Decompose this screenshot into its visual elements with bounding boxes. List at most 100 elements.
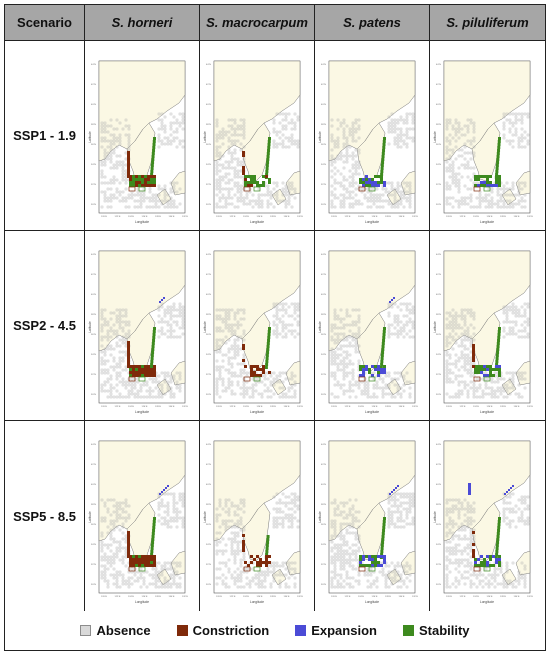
absence-cell [463, 338, 467, 342]
absence-cell [109, 531, 113, 535]
absence-cell [121, 501, 125, 505]
lat-tick-label: 36°N [436, 334, 441, 336]
distribution-cell [151, 538, 155, 541]
absence-cell [466, 163, 470, 167]
absence-cell [166, 585, 170, 589]
absence-cell [466, 368, 470, 372]
absence-cell [127, 320, 131, 324]
absence-cell [396, 386, 400, 390]
absence-cell [411, 320, 415, 324]
distribution-cell [150, 173, 154, 176]
absence-cell [457, 178, 461, 182]
absence-cell [109, 383, 113, 387]
absence-cell [357, 386, 361, 390]
absence-cell [339, 326, 343, 330]
absence-cell [508, 579, 512, 583]
absence-cell [106, 543, 110, 547]
absence-cell [100, 362, 104, 366]
absence-cell [342, 501, 346, 505]
absence-cell [445, 573, 449, 577]
absence-cell [369, 585, 373, 589]
absence-cell [100, 389, 104, 393]
absence-cell [293, 501, 297, 505]
absence-cell [248, 395, 252, 399]
absence-cell [393, 495, 397, 499]
absence-cell [127, 513, 131, 517]
map-xlabel: Longitude [135, 220, 149, 224]
absence-cell [502, 205, 506, 209]
absence-cell [118, 543, 122, 547]
distribution-cell [371, 558, 374, 561]
distribution-cell [362, 365, 365, 368]
absence-cell [448, 561, 452, 565]
absence-cell [139, 386, 143, 390]
absence-cell [233, 582, 237, 586]
absence-cell [448, 498, 452, 502]
absence-cell [124, 320, 128, 324]
absence-cell [445, 196, 449, 200]
absence-cell [112, 311, 116, 315]
lat-tick-label: 36°N [436, 144, 441, 146]
absence-cell [333, 543, 337, 547]
lon-tick-label: 126°E [257, 406, 264, 408]
absence-cell [463, 157, 467, 161]
absence-cell [118, 573, 122, 577]
absence-cell [405, 522, 409, 526]
absence-cell [342, 537, 346, 541]
absence-cell [233, 552, 237, 556]
absence-cell [502, 519, 506, 523]
absence-cell [215, 166, 219, 170]
absence-cell [148, 190, 152, 194]
absence-cell [333, 362, 337, 366]
absence-cell [399, 199, 403, 203]
absence-cell [281, 519, 285, 523]
absence-cell [339, 359, 343, 363]
absence-cell [181, 495, 185, 499]
absence-cell [472, 314, 476, 318]
distribution-cell [266, 535, 270, 538]
absence-cell [239, 190, 243, 194]
distribution-cell [495, 365, 498, 368]
absence-cell [354, 332, 358, 336]
absence-cell [224, 525, 228, 529]
absence-cell [330, 347, 334, 351]
absence-cell [218, 377, 222, 381]
absence-cell [233, 121, 237, 125]
absence-cell [109, 205, 113, 209]
absence-cell [339, 573, 343, 577]
distribution-cell [368, 181, 371, 184]
absence-cell [345, 371, 349, 375]
absence-cell [127, 389, 131, 393]
absence-cell [387, 570, 391, 574]
absence-cell [457, 525, 461, 529]
absence-cell [221, 353, 225, 357]
absence-cell [330, 160, 334, 164]
absence-cell [218, 196, 222, 200]
distribution-cell [391, 299, 393, 301]
distribution-cell [380, 544, 384, 547]
absence-cell [100, 190, 104, 194]
lat-tick-label: 30°N [91, 584, 96, 586]
absence-cell [345, 190, 349, 194]
absence-cell [466, 504, 470, 508]
absence-cell [157, 513, 161, 517]
absence-cell [460, 350, 464, 354]
absence-cell [103, 552, 107, 556]
absence-cell [345, 187, 349, 191]
absence-cell [339, 121, 343, 125]
absence-cell [157, 184, 161, 188]
absence-cell [469, 308, 473, 312]
absence-cell [239, 368, 243, 372]
absence-cell [275, 181, 279, 185]
distribution-cell [497, 523, 501, 526]
absence-cell [454, 317, 458, 321]
legend-item-stability: Stability [402, 623, 470, 638]
absence-cell [172, 579, 176, 583]
absence-cell [399, 386, 403, 390]
absence-cell [345, 160, 349, 164]
absence-cell [166, 492, 170, 496]
lon-tick-label: 132°E [297, 406, 304, 408]
distribution-cell [393, 489, 395, 491]
absence-cell [454, 353, 458, 357]
absence-cell [511, 181, 515, 185]
